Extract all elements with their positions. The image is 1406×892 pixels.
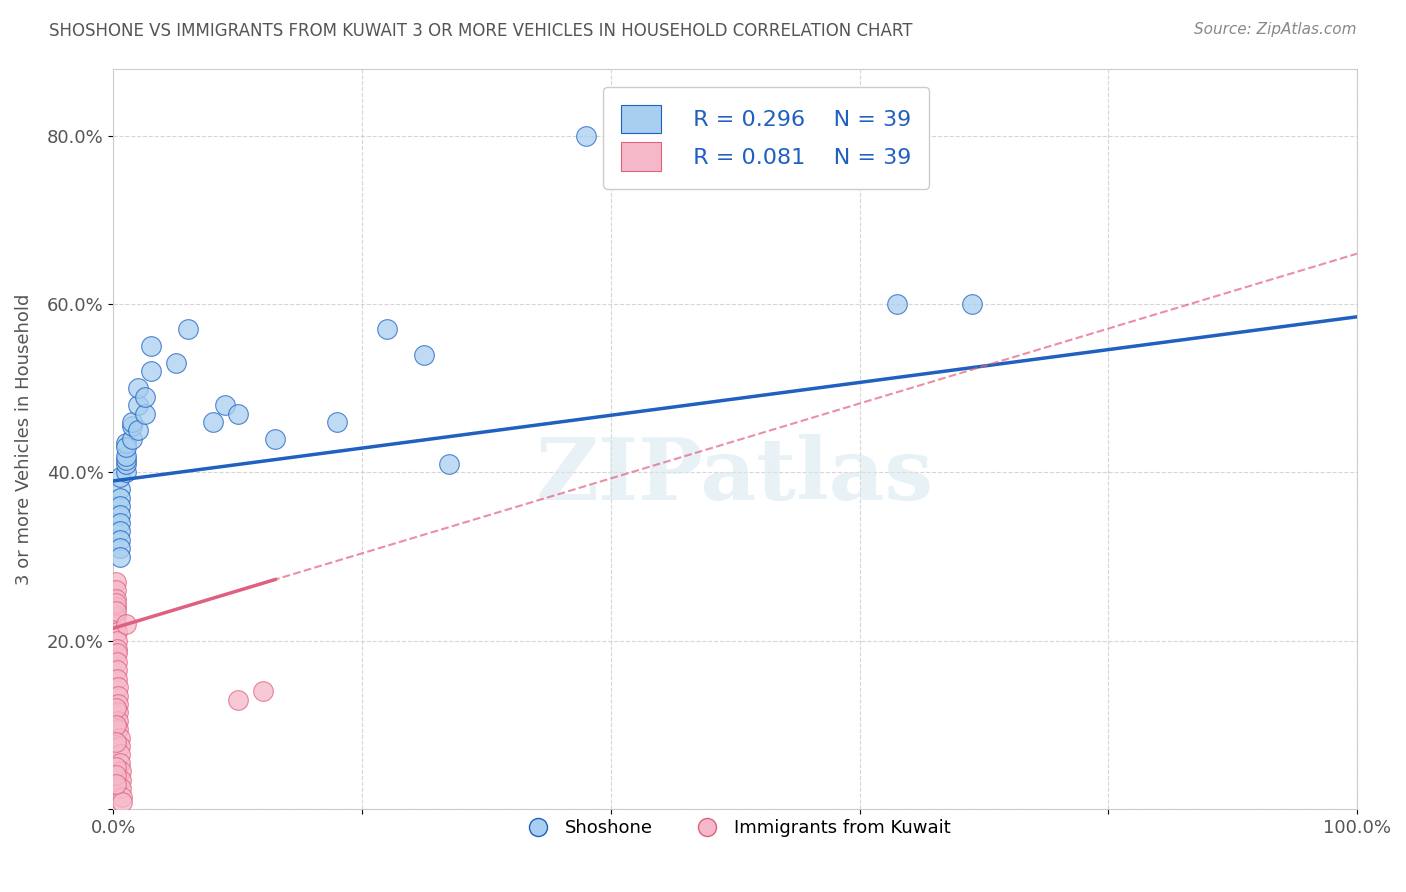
Point [127, 398, 149, 412]
Point [104, 596, 127, 610]
Point [115, 436, 138, 450]
Point [104, 777, 127, 791]
Point [105, 642, 128, 657]
Point [105, 647, 128, 661]
Point [104, 608, 127, 623]
Point [108, 731, 131, 745]
Point [105, 625, 128, 640]
Legend: Shoshone, Immigrants from Kuwait: Shoshone, Immigrants from Kuwait [512, 812, 957, 845]
Point [105, 633, 128, 648]
Point [226, 692, 249, 706]
Point [108, 499, 131, 513]
Point [115, 449, 138, 463]
Point [115, 466, 138, 480]
Point [108, 483, 131, 497]
Point [264, 432, 287, 446]
Point [104, 718, 127, 732]
Point [104, 760, 127, 774]
Point [201, 415, 224, 429]
Point [375, 322, 398, 336]
Point [960, 297, 983, 311]
Point [115, 457, 138, 471]
Point [108, 508, 131, 522]
Point [134, 390, 156, 404]
Point [177, 322, 200, 336]
Point [326, 415, 349, 429]
Point [107, 722, 129, 736]
Point [439, 457, 461, 471]
Point [108, 756, 131, 770]
Point [115, 617, 138, 632]
Point [107, 680, 129, 694]
Point [110, 772, 132, 787]
Point [107, 689, 129, 703]
Text: SHOSHONE VS IMMIGRANTS FROM KUWAIT 3 OR MORE VEHICLES IN HOUSEHOLD CORRELATION C: SHOSHONE VS IMMIGRANTS FROM KUWAIT 3 OR … [49, 22, 912, 40]
Point [214, 398, 236, 412]
Point [108, 747, 131, 762]
Y-axis label: 3 or more Vehicles in Household: 3 or more Vehicles in Household [15, 293, 32, 584]
Point [108, 533, 131, 547]
Text: Source: ZipAtlas.com: Source: ZipAtlas.com [1194, 22, 1357, 37]
Point [110, 781, 132, 796]
Point [226, 407, 249, 421]
Point [139, 339, 162, 353]
Point [108, 549, 131, 564]
Point [886, 297, 908, 311]
Point [115, 453, 138, 467]
Point [105, 672, 128, 686]
Point [107, 697, 129, 711]
Point [121, 432, 143, 446]
Point [121, 415, 143, 429]
Point [108, 516, 131, 530]
Point [121, 419, 143, 434]
Point [104, 735, 127, 749]
Point [104, 600, 127, 615]
Point [104, 768, 127, 782]
Point [575, 128, 598, 143]
Point [111, 789, 134, 804]
Point [165, 356, 187, 370]
Point [110, 764, 132, 779]
Point [104, 591, 127, 606]
Point [108, 491, 131, 505]
Point [115, 440, 138, 454]
Point [107, 706, 129, 720]
Point [127, 424, 149, 438]
Point [252, 684, 274, 698]
Point [105, 663, 128, 677]
Point [104, 583, 127, 598]
Point [104, 617, 127, 632]
Text: ZIPatlas: ZIPatlas [536, 434, 934, 518]
Point [107, 714, 129, 728]
Point [108, 739, 131, 753]
Point [108, 541, 131, 556]
Point [104, 604, 127, 618]
Point [104, 574, 127, 589]
Point [105, 655, 128, 669]
Point [134, 407, 156, 421]
Point [139, 364, 162, 378]
Point [104, 701, 127, 715]
Point [127, 381, 149, 395]
Point [108, 469, 131, 483]
Point [413, 348, 436, 362]
Point [108, 524, 131, 539]
Point [111, 796, 134, 810]
